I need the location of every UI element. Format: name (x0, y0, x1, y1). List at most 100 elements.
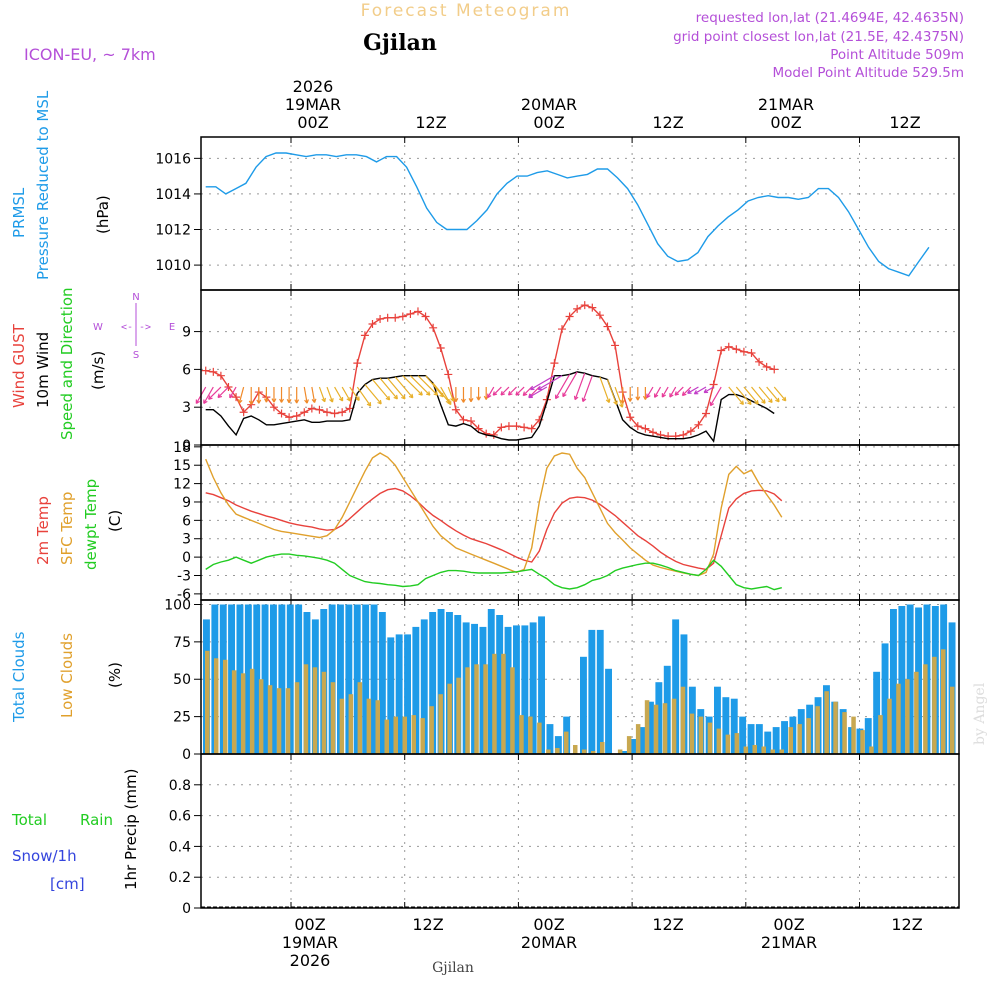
gust-marker-73 (755, 357, 764, 366)
cloud-label-unit: (%) (106, 662, 124, 688)
panel-4-ytick-label-2: 0.4 (169, 839, 191, 855)
panel-2-ytick-label-1: -3 (177, 568, 191, 584)
panel-2-ytick-label-6: 12 (173, 477, 191, 493)
wind-direction-arrow-38 (487, 386, 495, 399)
low-cloud-bar-10 (294, 682, 300, 754)
panel-2-ytick-label-0: -6 (177, 587, 191, 603)
total-cloud-bar-78 (856, 728, 864, 754)
top-tick-label-1: 12Z (415, 113, 446, 132)
wind-direction-arrow-28 (417, 375, 439, 396)
bottom-tick-label-0: 00Z (294, 915, 325, 934)
low-cloud-bar-2 (223, 659, 228, 754)
low-cloud-bar-77 (896, 683, 901, 754)
gust-marker-39 (497, 423, 506, 432)
gust-marker-16 (323, 408, 332, 417)
low-cloud-bar-75 (878, 715, 883, 754)
gust-marker-23 (376, 314, 385, 323)
gust-marker-36 (474, 424, 483, 433)
cloud-label-total: Total Clouds (10, 631, 28, 723)
gust-marker-64 (686, 427, 695, 436)
gust-marker-63 (679, 430, 688, 439)
wind-direction-arrow-10 (279, 387, 285, 403)
panel-3-ytick-label-0: 0 (182, 747, 191, 763)
wind-direction-arrow-57 (635, 387, 641, 401)
wind-direction-arrow-13 (303, 386, 309, 404)
total-cloud-bar-10 (286, 604, 294, 754)
chart-title: Forecast Meteogram (361, 1, 572, 21)
gust-marker-38 (489, 430, 498, 439)
total-cloud-bar-84 (906, 604, 914, 754)
wind-direction-arrow-66 (693, 386, 707, 395)
gust-marker-65 (694, 420, 703, 429)
panel-0-ytick-label-3: 1016 (155, 151, 191, 167)
total-cloud-bar-25 (412, 626, 420, 754)
total-cloud-bar-41 (546, 724, 554, 754)
bottom-tick-label-4: 00Z (773, 915, 804, 934)
top-date-20mar: 20MAR (521, 95, 577, 114)
total-cloud-bar-61 (714, 686, 721, 754)
top-date-21mar: 21MAR (758, 95, 814, 114)
low-cloud-bar-62 (761, 746, 766, 754)
wind-direction-arrow-73 (758, 386, 773, 404)
gust-marker-66 (702, 409, 711, 418)
series-10m-wind-line (205, 371, 775, 443)
wind-direction-arrow-32 (447, 386, 455, 402)
wind-direction-arrow-3 (217, 386, 229, 399)
gust-marker-51 (588, 303, 597, 312)
total-cloud-bar-47 (596, 629, 604, 754)
gust-marker-68 (717, 346, 726, 355)
panel-3-ytick-label-1: 25 (173, 710, 191, 726)
low-cloud-bar-53 (680, 686, 686, 754)
gust-marker-72 (747, 349, 756, 358)
low-cloud-bar-78 (905, 679, 910, 754)
cloud-panel-labels: Total Clouds Low Clouds (%) (10, 631, 124, 723)
wind-direction-arrow-17 (334, 386, 344, 402)
gust-marker-27 (406, 309, 415, 318)
wind-direction-arrow-75 (773, 386, 787, 402)
low-cloud-bar-82 (941, 649, 946, 754)
low-cloud-bar-28 (456, 677, 461, 754)
wind-direction-arrow-12 (294, 387, 300, 404)
total-cloud-bar-80 (873, 671, 881, 754)
gust-marker-40 (504, 422, 513, 431)
gust-marker-49 (573, 304, 582, 313)
gust-marker-17 (330, 409, 339, 418)
wind-direction-arrow-70 (735, 386, 752, 406)
wind-direction-arrow-15 (318, 386, 326, 403)
total-cloud-bar-81 (881, 643, 889, 754)
panel-4-ytick-label-3: 0.6 (169, 809, 191, 825)
wind-direction-arrow-6 (248, 387, 254, 405)
total-cloud-bar-69 (781, 721, 788, 754)
wind-direction-arrow-54 (614, 386, 624, 408)
bottom-tick-label-5: 12Z (891, 915, 922, 934)
total-cloud-bar-51 (630, 739, 638, 754)
top-year-label: 2026 (293, 77, 334, 96)
gust-marker-58 (641, 424, 650, 433)
gust-marker-24 (383, 313, 392, 322)
gust-marker-56 (626, 413, 635, 422)
gust-marker-31 (436, 343, 445, 352)
panel-2: -6 -3 0 3 6 9 12 15 18 (173, 440, 960, 603)
low-cloud-bar-18 (366, 698, 372, 754)
gust-marker-2 (216, 371, 225, 380)
wind-direction-arrow-52 (599, 376, 611, 404)
bottom-year-label: 2026 (290, 951, 331, 970)
gust-marker-69 (724, 342, 733, 351)
wind-direction-arrow-46 (529, 375, 555, 391)
wind-direction-arrow-34 (460, 387, 466, 403)
panel-0: 1010 1012 1014 1016 (155, 136, 960, 291)
wind-direction-arrow-20 (356, 386, 372, 407)
wind-direction-arrow-4 (229, 386, 237, 399)
wind-direction-arrow-43 (522, 386, 533, 397)
wind-direction-arrow-33 (453, 387, 459, 403)
gust-marker-12 (292, 412, 301, 421)
precip-label-unit: 1hr Precip (mm) (122, 769, 140, 890)
wind-direction-arrow-71 (743, 386, 759, 405)
low-cloud-bar-60 (743, 746, 749, 754)
low-cloud-bar-7 (267, 685, 273, 754)
low-cloud-bar-79 (914, 671, 919, 754)
pressure-label-prmsl: PRMSL (10, 187, 28, 238)
wind-direction-arrow-39 (492, 386, 502, 396)
model-altitude: Model Point Altitude 529.5m (773, 65, 964, 81)
